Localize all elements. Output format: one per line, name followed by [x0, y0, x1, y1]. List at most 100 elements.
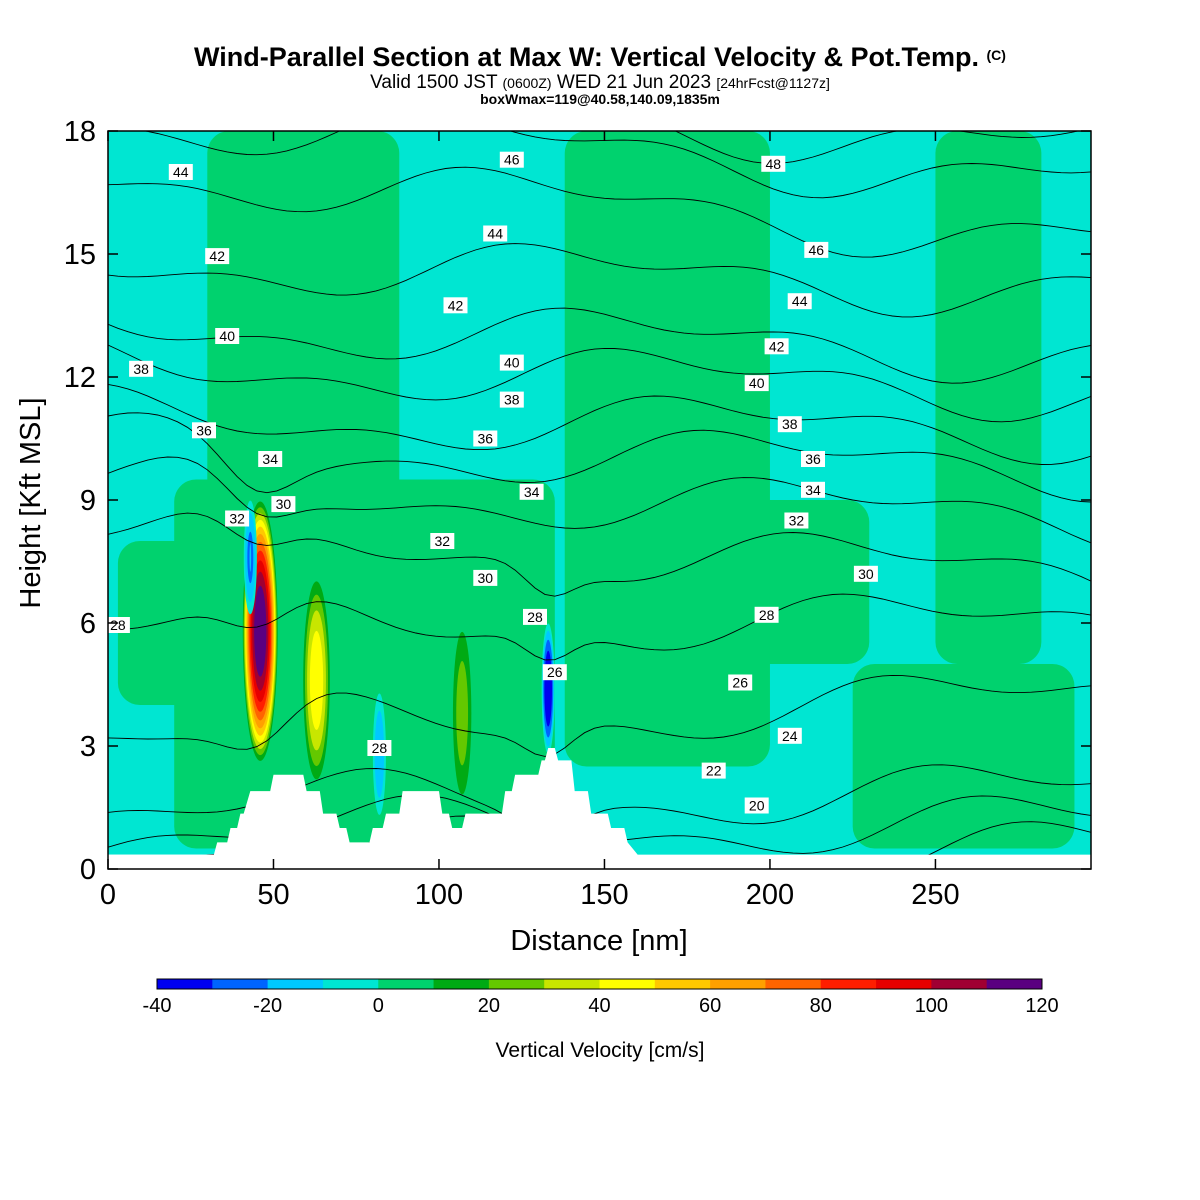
contour-label-text: 42: [769, 338, 785, 354]
contour-label-text: 26: [732, 675, 748, 691]
contour-label-box: [108, 617, 130, 633]
ground-layer: [108, 854, 1091, 869]
contour-label: 40: [499, 354, 524, 371]
contour-label-box: [761, 155, 786, 172]
vv-peak: [258, 597, 263, 666]
contour-label-text: 34: [805, 482, 821, 498]
y-tick-label: 12: [64, 362, 96, 394]
contour-label: 34: [519, 483, 544, 500]
theta-contour: [108, 456, 1091, 544]
contour-label: 38: [129, 360, 154, 377]
contour-label-text: 46: [504, 152, 520, 168]
contour-label-box: [764, 338, 789, 355]
contour-label-text: 38: [504, 392, 520, 408]
colorbar-swatch: [599, 979, 656, 989]
box-max-info: boxWmax=119@40.58,140.09,1835m: [480, 91, 720, 107]
vv-core: [541, 623, 555, 754]
contour-label-text: 28: [110, 617, 126, 633]
contour-label: 30: [473, 569, 498, 586]
contour-label: 36: [473, 430, 498, 447]
contour-label: 42: [764, 338, 789, 355]
contour-label-box: [701, 762, 726, 779]
theta-contour: [108, 412, 1091, 503]
x-tick-label: 250: [911, 879, 959, 911]
colorbar-swatch: [322, 979, 379, 989]
contour-label-box: [777, 416, 802, 433]
y-tick-label: 15: [64, 239, 96, 271]
theta-contour: [108, 166, 1091, 258]
contour-label: 30: [853, 565, 878, 582]
updraft-region: [637, 500, 870, 664]
vv-core: [243, 500, 257, 615]
copyright-mark: (C): [986, 47, 1006, 63]
contour-label-text: 38: [133, 361, 149, 377]
colorbar-swatch: [765, 979, 822, 989]
colorbar-swatch: [157, 979, 213, 989]
y-axis-title: Height [Kft MSL]: [15, 397, 47, 608]
updraft-region: [852, 664, 1075, 849]
updraft-region: [207, 131, 400, 541]
y-tick-label: 0: [80, 854, 96, 886]
colorbar-tick-label: 40: [588, 995, 610, 1017]
x-axis: 0 50 100 150 200 250: [100, 131, 960, 911]
contour-label: 38: [777, 416, 802, 433]
y-tick-label: 9: [80, 485, 96, 517]
contour-label-text: 28: [372, 740, 388, 756]
contour-label-box: [519, 483, 544, 500]
vv-core: [301, 570, 332, 791]
colorbar-swatch: [433, 979, 490, 989]
x-tick-label: 0: [100, 879, 116, 911]
contour-label-box: [744, 375, 769, 392]
contour-label-text: 30: [276, 496, 292, 512]
chart-title-text: Wind-Parallel Section at Max W: Vertical…: [194, 42, 979, 72]
contour-label: 36: [801, 451, 825, 467]
x-axis-title: Distance [nm]: [510, 925, 687, 957]
contour-label: 34: [258, 451, 283, 467]
colorbar-swatch: [710, 979, 766, 989]
contour-label-box: [473, 569, 498, 586]
contour-label-text: 40: [749, 375, 765, 391]
contour-label: 42: [205, 248, 230, 265]
contour-label: 36: [192, 422, 216, 439]
contour-label-box: [744, 797, 769, 814]
contour-label: 24: [777, 727, 802, 744]
contour-label-box: [499, 354, 524, 371]
valid-zulu: (0600Z): [502, 75, 552, 91]
plot-area: 44 46 48 42 44 46 42 44 40 42 38 40 40 38 38 36 36 34 36 34…: [108, 131, 1091, 869]
terrain-fill: [108, 748, 638, 869]
contour-label-text: 32: [229, 511, 245, 527]
colorbar-tick-label: -40: [143, 995, 172, 1017]
theta-contour: [108, 512, 1091, 597]
contour-label-box: [271, 496, 296, 513]
forecast-info: [24hrFcst@1127z]: [716, 75, 830, 91]
contour-label: 46: [499, 151, 524, 168]
y-tick-label: 3: [80, 731, 96, 763]
contour-label: 32: [430, 533, 455, 549]
contour-label-text: 26: [547, 664, 563, 680]
contour-label-text: 20: [749, 798, 765, 814]
updraft-region: [935, 131, 1042, 664]
contour-label-box: [542, 664, 567, 681]
contour-label-text: 32: [789, 513, 805, 529]
contour-label-box: [430, 533, 455, 549]
contour-label-box: [443, 297, 468, 314]
colorbar-tick-label: 60: [699, 995, 721, 1017]
colorbar-swatch: [488, 979, 545, 989]
contour-label-box: [367, 740, 392, 756]
contour-label-box: [258, 451, 283, 467]
contour-labels: 44 46 48 42 44 46 42 44 40 42 38 40 40 38 38 36 36 34 36 34…: [108, 151, 878, 814]
valid-date: WED 21 Jun 2023: [556, 72, 712, 93]
y-tick-label: 6: [80, 608, 96, 640]
contour-label: 46: [804, 241, 829, 258]
contour-label: 30: [271, 496, 296, 513]
contour-label-text: 44: [487, 226, 503, 242]
contour-label-box: [225, 510, 250, 527]
contour-label-box: [168, 164, 193, 180]
colorbar-swatch: [378, 979, 435, 989]
contour-label-text: 42: [209, 248, 225, 264]
contour-label-text: 30: [478, 570, 494, 586]
theta-contour: [108, 307, 1091, 384]
colorbar-swatch: [876, 979, 932, 989]
